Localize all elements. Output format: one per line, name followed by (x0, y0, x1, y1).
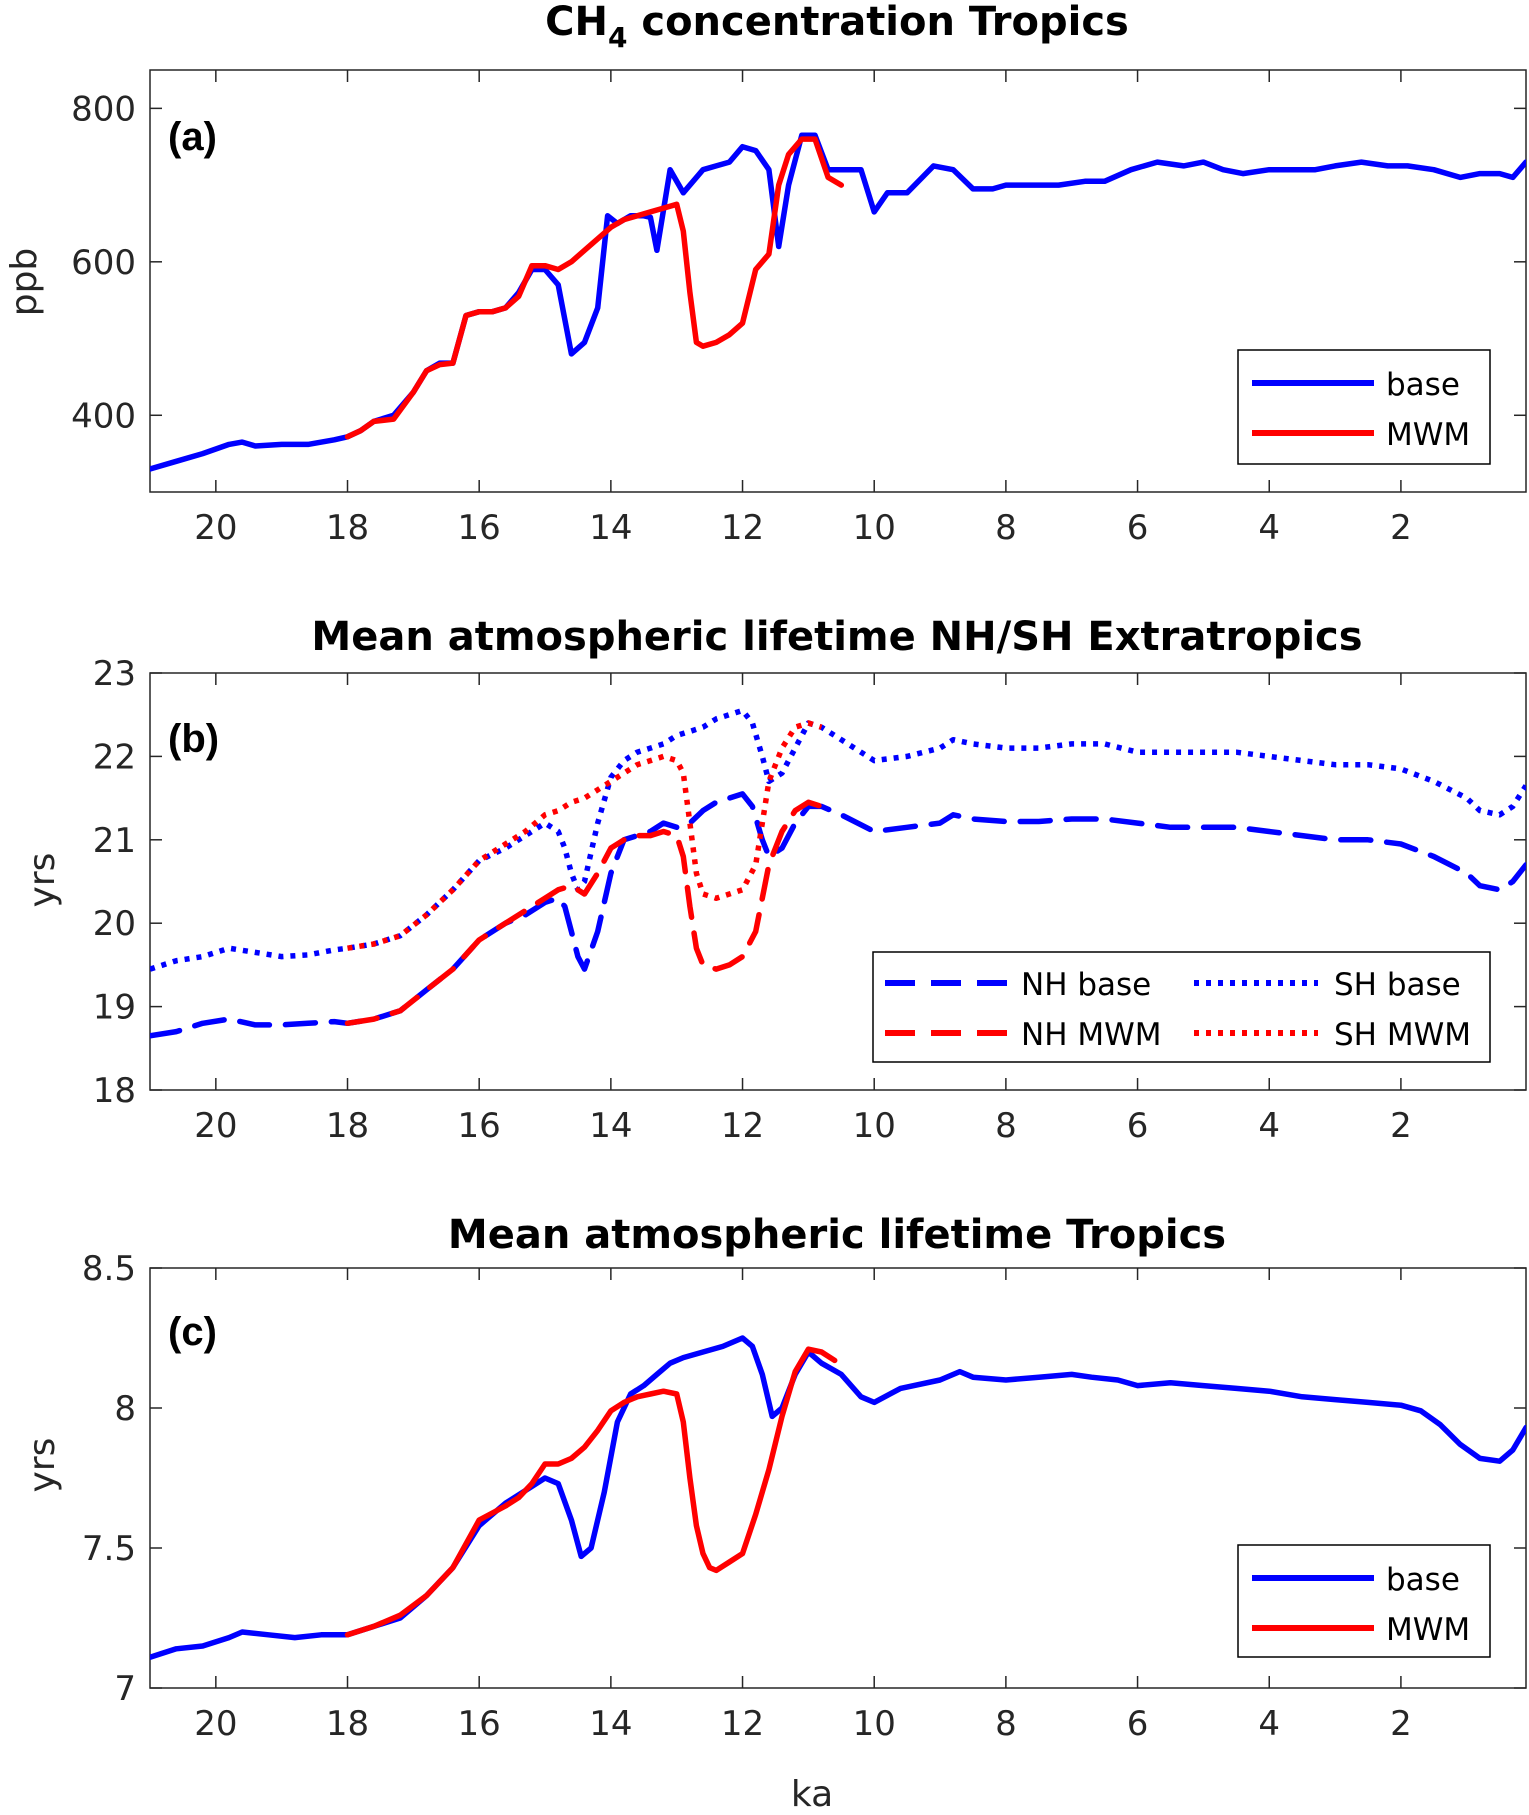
x-tick-label: 2 (1390, 1704, 1412, 1744)
x-tick-label: 8 (995, 1704, 1017, 1744)
y-tick-label: 21 (93, 821, 136, 861)
y-tick-label: 800 (71, 89, 136, 129)
x-tick-label: 12 (721, 1704, 764, 1744)
panel-c-title: Mean atmospheric lifetime Tropics (448, 1212, 1226, 1258)
series-line-sh-base (150, 707, 1526, 972)
panel-b-title: Mean atmospheric lifetime NH/SH Extratro… (311, 614, 1362, 660)
panel-label: (b) (168, 717, 219, 761)
y-tick-label: 18 (93, 1071, 136, 1111)
legend-entry-sh-base: SH base (1334, 967, 1461, 1003)
series-line-mwm (344, 136, 845, 440)
panel-c: Mean atmospheric lifetime Tropics yrs 20… (22, 1212, 1527, 1815)
legend: base MWM (1237, 1544, 1491, 1658)
legend-box (1237, 1544, 1491, 1658)
y-tick-label: 400 (71, 396, 136, 436)
x-tick-label: 18 (326, 1704, 369, 1744)
x-tick-label: 4 (1258, 1704, 1280, 1744)
x-tick-label: 18 (326, 508, 369, 548)
legend-entry-sh-mwm: SH MWM (1334, 1017, 1471, 1053)
title-main: CH (545, 0, 608, 45)
x-tick-label: 8 (995, 508, 1017, 548)
x-tick-label: 2 (1390, 508, 1412, 548)
panel-a-title: CH4 concentration Tropics (545, 0, 1129, 54)
panel-b: Mean atmospheric lifetime NH/SH Extratro… (22, 614, 1527, 1146)
x-tick-label: 20 (194, 508, 237, 548)
y-axis-label: yrs (22, 853, 63, 908)
legend-box (1237, 349, 1491, 465)
legend-entry-nh-base: NH base (1021, 967, 1151, 1003)
y-tick-label: 22 (93, 737, 136, 777)
x-tick-label: 14 (589, 1704, 632, 1744)
x-tick-label: 12 (721, 508, 764, 548)
plot-area: 20 18 16 14 12 10 8 6 4 2 400 600 800 (71, 69, 1527, 548)
legend-entry-mwm: MWM (1386, 417, 1470, 453)
legend-entry-nh-mwm: NH MWM (1021, 1017, 1162, 1053)
x-tick-label: 10 (853, 1704, 896, 1744)
y-tick-label: 7.5 (82, 1529, 136, 1569)
x-tick-label: 20 (194, 1704, 237, 1744)
axes-frame (149, 1267, 1527, 1689)
x-axis-label: ka (791, 1774, 833, 1815)
series-line-sh-mwm (347, 720, 823, 951)
axes-frame (149, 69, 1527, 493)
x-tick-label: 14 (589, 508, 632, 548)
series-line-nh-base (150, 791, 1526, 1039)
legend-box (872, 951, 1491, 1063)
x-tick-label: 4 (1258, 1106, 1280, 1146)
y-tick-label: 8.5 (82, 1249, 136, 1289)
legend-entry-base: base (1386, 1562, 1460, 1598)
axes-frame (149, 672, 1527, 1091)
panel-a: CH4 concentration Tropics ppb 20 18 16 14 12… (4, 0, 1527, 548)
plot-area: 20 18 16 14 12 10 8 6 4 2 7 7.5 8 8.5 (82, 1249, 1527, 1744)
x-tick-label: 16 (458, 1106, 501, 1146)
title-subscript: 4 (608, 21, 627, 54)
x-tick-label: 10 (853, 508, 896, 548)
series-layer (150, 1335, 1526, 1660)
x-tick-label: 16 (458, 1704, 501, 1744)
x-tick-label: 20 (194, 1106, 237, 1146)
legend: base MWM (1237, 349, 1491, 465)
x-tick-label: 10 (853, 1106, 896, 1146)
y-tick-label: 8 (114, 1389, 136, 1429)
series-layer (150, 132, 1526, 472)
plot-area: 20 18 16 14 12 10 8 6 4 2 18 19 20 21 22 23 (93, 654, 1527, 1146)
series-layer (150, 707, 1526, 1039)
panel-label: (c) (168, 1310, 217, 1354)
x-tick-label: 6 (1127, 508, 1149, 548)
panel-label: (a) (168, 115, 217, 159)
x-tick-label: 16 (458, 508, 501, 548)
series-line-mwm (344, 1346, 838, 1638)
x-tick-label: 18 (326, 1106, 369, 1146)
x-tick-label: 6 (1127, 1704, 1149, 1744)
title-rest: concentration Tropics (627, 0, 1128, 45)
x-tick-label: 6 (1127, 1106, 1149, 1146)
x-tick-label: 2 (1390, 1106, 1412, 1146)
y-axis-label: yrs (22, 1438, 63, 1493)
y-tick-label: 23 (93, 654, 136, 694)
legend-entry-base: base (1386, 367, 1460, 403)
y-tick-label: 7 (114, 1669, 136, 1709)
x-tick-label: 14 (589, 1106, 632, 1146)
series-line-nh-mwm (344, 799, 825, 1027)
legend-entry-mwm: MWM (1386, 1612, 1470, 1648)
x-tick-label: 12 (721, 1106, 764, 1146)
y-tick-label: 19 (93, 988, 136, 1028)
x-tick-label: 4 (1258, 508, 1280, 548)
legend: NH base NH MWM SH base SH MWM (872, 951, 1491, 1063)
y-tick-label: 600 (71, 243, 136, 283)
x-tick-label: 8 (995, 1106, 1017, 1146)
y-tick-label: 20 (93, 904, 136, 944)
y-axis-label: ppb (4, 248, 45, 317)
